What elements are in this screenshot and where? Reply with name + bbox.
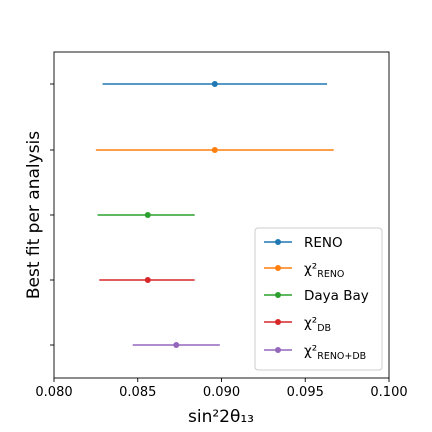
x-tick-label: 0.090 bbox=[203, 385, 240, 400]
x-tick-label: 0.085 bbox=[119, 385, 156, 400]
x-axis-label: sin²2θ₁₃ bbox=[188, 407, 254, 427]
legend-label: χ²DB bbox=[304, 315, 331, 334]
legend-label: RENO bbox=[304, 235, 343, 251]
legend-label: Daya Bay bbox=[304, 288, 369, 304]
legend-marker bbox=[275, 292, 281, 298]
legend-label: χ²RENO+DB bbox=[304, 343, 366, 362]
best-fit-point bbox=[211, 81, 218, 87]
best-fit-point bbox=[144, 212, 151, 218]
y-axis-label: Best fit per analysis bbox=[24, 131, 44, 299]
errorbar-marks bbox=[95, 81, 334, 348]
y-axis-ticks bbox=[50, 83, 54, 346]
legend-label: χ²RENO bbox=[304, 261, 344, 280]
legend-marker bbox=[275, 265, 281, 271]
legend-marker bbox=[275, 239, 281, 245]
legend-marker bbox=[275, 319, 281, 325]
x-tick-label: 0.095 bbox=[287, 385, 324, 400]
x-tick-label: 0.080 bbox=[35, 385, 72, 400]
best-fit-point bbox=[173, 342, 180, 348]
x-axis-ticks: 0.080 0.085 0.090 0.095 0.100 bbox=[35, 378, 408, 400]
legend-marker bbox=[275, 347, 281, 353]
best-fit-point bbox=[144, 277, 151, 283]
legend: RENO χ²RENO Daya Bay χ²DB χ²RENO+DB bbox=[254, 227, 383, 371]
x-tick-label: 0.100 bbox=[370, 385, 407, 400]
legend-box bbox=[254, 227, 383, 371]
best-fit-point bbox=[211, 147, 218, 153]
